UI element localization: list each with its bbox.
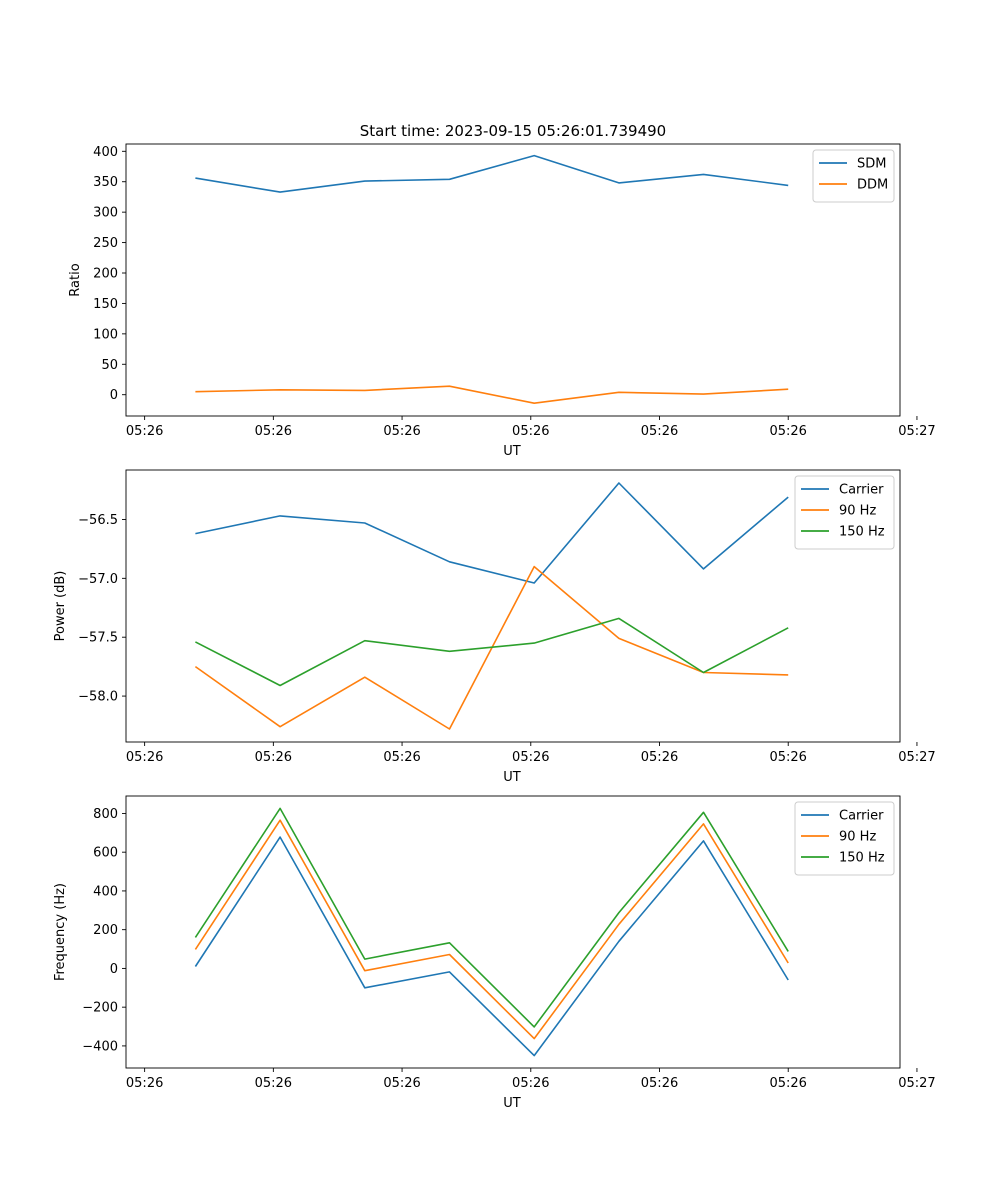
legend-label: 90 Hz — [839, 830, 876, 845]
y-tick-label: −58.0 — [78, 690, 118, 705]
y-tick-label: 150 — [93, 297, 118, 312]
x-tick-label: 05:26 — [769, 750, 806, 765]
series-line-carrier — [194, 836, 789, 1057]
plot-panel-3: 05:26 05:26 05:26 05:26 05:26 05:26 05:27 −400 −… — [53, 795, 936, 1111]
x-axis-label: UT — [503, 770, 521, 785]
x-tick-label: 05:26 — [769, 1076, 806, 1091]
series-line-150-hz — [195, 617, 789, 687]
x-tick-label: 05:27 — [898, 750, 935, 765]
y-axis-label: Ratio — [68, 263, 83, 296]
y-tick-label: −200 — [82, 1001, 118, 1016]
y-tick-label: 200 — [93, 923, 118, 938]
x-tick-label: 05:26 — [255, 424, 292, 439]
x-tick-label: 05:26 — [383, 750, 420, 765]
x-tick-label: 05:26 — [641, 1076, 678, 1091]
y-tick-label: 250 — [93, 236, 118, 251]
legend-label: 150 Hz — [839, 525, 885, 540]
x-tick-label: 05:26 — [769, 424, 806, 439]
plot-panels: 05:26 05:26 05:26 05:26 05:26 05:26 05:27 0 50 10… — [53, 143, 936, 1111]
x-tick-label: 05:26 — [126, 424, 163, 439]
legend-label: Carrier — [839, 483, 884, 498]
y-tick-label: 400 — [93, 884, 118, 899]
y-tick-label: 100 — [93, 327, 118, 342]
x-tick-label: 05:26 — [641, 424, 678, 439]
legend: SDM DDM — [812, 149, 895, 203]
series-line-ddm — [195, 385, 789, 405]
series-line-90-hz — [194, 819, 789, 1040]
y-tick-label: −56.5 — [78, 513, 118, 528]
x-tick-label: 05:26 — [512, 750, 549, 765]
figure-title: Start time: 2023-09-15 05:26:01.739490 — [360, 122, 666, 140]
y-tick-label: 400 — [93, 145, 118, 160]
x-tick-label: 05:27 — [898, 1076, 935, 1091]
y-axis-label: Power (dB) — [53, 571, 68, 642]
x-tick-label: 05:26 — [255, 1076, 292, 1091]
x-tick-label: 05:26 — [641, 750, 678, 765]
y-axis-label: Frequency (Hz) — [53, 883, 68, 981]
legend-label: 150 Hz — [839, 851, 885, 866]
x-tick-label: 05:26 — [512, 1076, 549, 1091]
x-tick-label: 05:27 — [898, 424, 935, 439]
x-axis-label: UT — [503, 444, 521, 459]
x-tick-label: 05:26 — [126, 750, 163, 765]
y-tick-label: 0 — [110, 388, 118, 403]
series-line-sdm — [195, 154, 789, 193]
axes-frame — [125, 469, 901, 743]
y-tick-label: 50 — [101, 358, 118, 373]
y-tick-label: −400 — [82, 1039, 118, 1054]
x-axis-label: UT — [503, 1096, 521, 1111]
axes-frame — [125, 143, 901, 417]
axes-frame — [125, 795, 901, 1069]
y-tick-label: 350 — [93, 175, 118, 190]
x-tick-label: 05:26 — [255, 750, 292, 765]
x-tick-label: 05:26 — [512, 424, 549, 439]
legend-label: SDM — [857, 157, 886, 172]
x-tick-label: 05:26 — [383, 1076, 420, 1091]
x-tick-label: 05:26 — [126, 1076, 163, 1091]
y-tick-label: 200 — [93, 267, 118, 282]
legend-label: Carrier — [839, 809, 884, 824]
series-line-150-hz — [194, 807, 789, 1028]
legend-label: DDM — [857, 178, 888, 193]
legend: Carrier 90 Hz 150 Hz — [794, 475, 895, 550]
legend: Carrier 90 Hz 150 Hz — [794, 801, 895, 876]
y-tick-label: 0 — [110, 962, 118, 977]
series-line-carrier — [195, 482, 789, 584]
x-tick-label: 05:26 — [383, 424, 420, 439]
y-tick-label: −57.0 — [78, 572, 118, 587]
plot-panel-1: 05:26 05:26 05:26 05:26 05:26 05:26 05:27 0 50 10… — [68, 143, 936, 459]
legend-label: 90 Hz — [839, 504, 876, 519]
plot-panel-2: 05:26 05:26 05:26 05:26 05:26 05:26 05:27 −58.0… — [53, 469, 936, 785]
y-tick-label: 300 — [93, 206, 118, 221]
y-tick-label: 800 — [93, 807, 118, 822]
y-tick-label: 600 — [93, 846, 118, 861]
y-tick-label: −57.5 — [78, 631, 118, 646]
